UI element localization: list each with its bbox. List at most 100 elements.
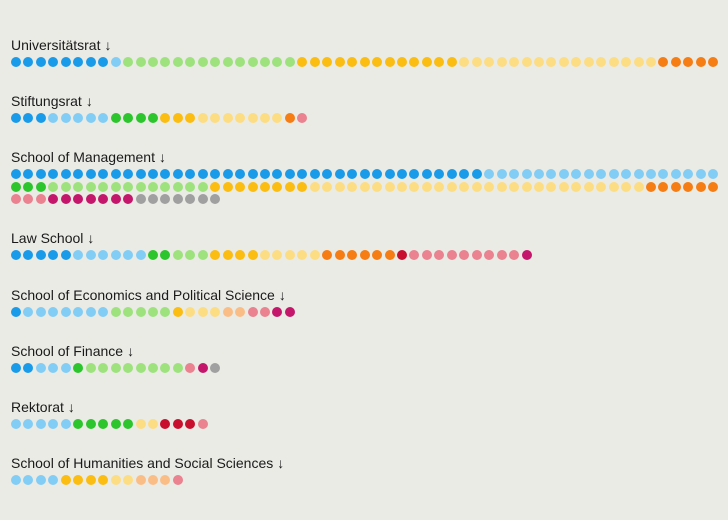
dot-lightgreen [73, 181, 84, 192]
dot-blue [160, 169, 171, 179]
dot-lightyellow [571, 57, 582, 67]
group-label[interactable]: Rektorat ↓ [11, 399, 75, 415]
dot-blue [11, 169, 21, 179]
dot-lightgreen [160, 181, 171, 192]
dot-pink [446, 250, 457, 260]
dot-orange [272, 181, 283, 192]
dot-blue [434, 169, 445, 179]
group-label[interactable]: Universitätsrat ↓ [11, 37, 111, 53]
dot-lightblue [11, 475, 21, 485]
dot-pink [459, 250, 470, 260]
group-label[interactable]: Stiftungsrat ↓ [11, 93, 93, 109]
dot-lightyellow [123, 475, 133, 485]
dot-blue [35, 113, 46, 123]
group-label[interactable]: School of Finance ↓ [11, 343, 134, 359]
dot-green [23, 181, 34, 192]
dot-blue [60, 250, 71, 260]
dot-lightgreen [185, 181, 196, 192]
dot-pink [247, 307, 258, 317]
group-name: School of Humanities and Social Sciences [11, 455, 274, 471]
dot-darkorange [695, 181, 706, 192]
dot-lightyellow [359, 181, 370, 192]
dot-lightyellow [197, 307, 208, 317]
dot-lightyellow [558, 181, 569, 192]
dot-blue [359, 169, 370, 179]
dot-orange [396, 57, 407, 67]
dot-blue [123, 169, 133, 179]
dot-darkorange [683, 57, 694, 67]
dot-pink [172, 475, 183, 485]
sort-arrow-icon[interactable]: ↓ [67, 399, 75, 415]
dot-lightyellow [272, 113, 283, 123]
dot-lightyellow [496, 181, 507, 192]
dot-blue [35, 250, 46, 260]
dot-green [98, 419, 109, 429]
dot-lightyellow [583, 57, 594, 67]
dot-lightgreen [123, 181, 133, 192]
dot-orange [309, 57, 320, 67]
dot-green [160, 250, 171, 260]
dot-lightgreen [160, 307, 171, 317]
group-label[interactable]: Law School ↓ [11, 230, 94, 246]
dot-gray [135, 194, 146, 205]
dot-lightyellow [334, 181, 345, 192]
dot-blue [135, 169, 146, 179]
dot-peach [222, 307, 233, 317]
dot-lightyellow [235, 113, 246, 123]
dot-lightblue [645, 169, 656, 179]
sort-arrow-icon[interactable]: ↓ [278, 287, 286, 303]
dot-pink [260, 307, 270, 317]
dot-lightyellow [645, 57, 656, 67]
dot-orange [284, 181, 295, 192]
dot-lightyellow [521, 57, 532, 67]
dot-lightblue [110, 57, 121, 67]
dot-pink [434, 250, 445, 260]
dot-blue [197, 169, 208, 179]
dot-orange [347, 57, 358, 67]
dot-blue [247, 169, 258, 179]
dot-green [147, 113, 158, 123]
dot-orange [297, 57, 308, 67]
group-name: School of Management [11, 149, 155, 165]
dot-blue [48, 57, 59, 67]
dot-lightyellow [309, 250, 320, 260]
dot-orange [235, 181, 246, 192]
sort-arrow-icon[interactable]: ↓ [277, 455, 285, 471]
dot-lightyellow [384, 181, 395, 192]
group-label[interactable]: School of Economics and Political Scienc… [11, 287, 286, 303]
dot-blue [23, 169, 34, 179]
dot-lightyellow [496, 57, 507, 67]
dot-green [123, 419, 133, 429]
dot-blue [222, 169, 233, 179]
dot-lightgreen [48, 181, 59, 192]
group-label[interactable]: School of Management ↓ [11, 149, 166, 165]
dot-blue [60, 57, 71, 67]
sort-arrow-icon[interactable]: ↓ [85, 93, 93, 109]
sort-arrow-icon[interactable]: ↓ [127, 343, 135, 359]
dot-blue [334, 169, 345, 179]
dot-darkorange [695, 57, 706, 67]
dot-blue [446, 169, 457, 179]
dot-green [110, 419, 121, 429]
dot-lightblue [73, 250, 84, 260]
dot-blue [23, 57, 34, 67]
dot-gray [172, 194, 183, 205]
dot-orange [222, 181, 233, 192]
dot-blue [309, 169, 320, 179]
group-label[interactable]: School of Humanities and Social Sciences… [11, 455, 284, 471]
dot-lightyellow [110, 475, 121, 485]
dot-blue [23, 250, 34, 260]
dot-lightgreen [85, 181, 96, 192]
sort-arrow-icon[interactable]: ↓ [158, 149, 166, 165]
dot-lightblue [23, 475, 34, 485]
dot-lightyellow [272, 250, 283, 260]
sort-arrow-icon[interactable]: ↓ [104, 37, 112, 53]
dot-blue [471, 169, 482, 179]
dot-lightblue [48, 113, 59, 123]
dot-lightgreen [110, 181, 121, 192]
dot-lightgreen [147, 181, 158, 192]
dot-blue [372, 169, 382, 179]
sort-arrow-icon[interactable]: ↓ [87, 230, 95, 246]
dot-orange [172, 307, 183, 317]
dot-lightblue [98, 250, 109, 260]
